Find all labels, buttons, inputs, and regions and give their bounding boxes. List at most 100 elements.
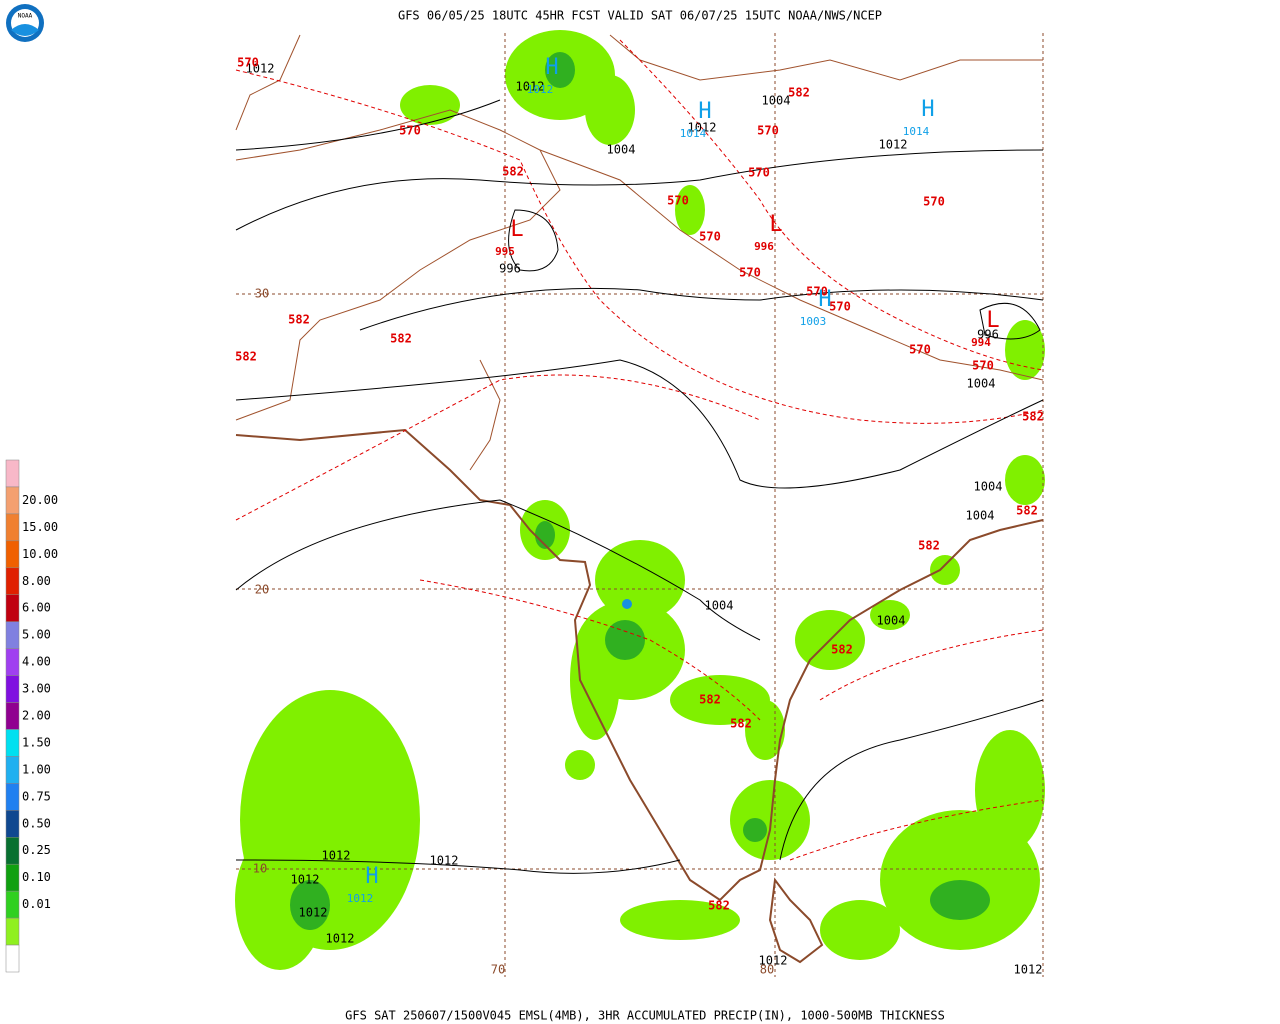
thickness-label: 570	[237, 56, 259, 70]
legend-swatch	[5, 837, 20, 865]
isobar-label: 1012	[516, 80, 545, 94]
thickness-label: 570	[667, 194, 689, 208]
thickness-label: 570	[699, 230, 721, 244]
isobar-label: 1012	[879, 138, 908, 152]
legend-swatch	[5, 702, 20, 730]
legend-swatch	[5, 567, 20, 595]
legend-label: 10.00	[22, 547, 58, 561]
center-pressure: 1014	[680, 127, 707, 140]
isobar-label: 1012	[326, 932, 355, 946]
low-center: L	[510, 217, 523, 242]
center-pressure: 1003	[800, 315, 827, 328]
legend-swatch	[5, 756, 20, 784]
thickness-label: 582	[918, 539, 940, 553]
lon-label: 70	[491, 963, 505, 977]
borders	[235, 34, 1044, 471]
thickness-contours	[235, 39, 1044, 861]
thickness-label: 582	[788, 86, 810, 100]
legend-label: 3.00	[22, 682, 51, 696]
thickness-label: 582	[235, 350, 257, 364]
lat-label: 20	[255, 583, 269, 597]
coastline	[235, 428, 1044, 964]
thickness-label: 582	[730, 717, 752, 731]
legend-swatch	[5, 917, 20, 946]
isobar-label: 1004	[877, 614, 906, 628]
legend-swatch	[5, 648, 20, 676]
isobar-label: 1004	[974, 480, 1003, 494]
legend-label: 0.25	[22, 843, 51, 857]
isobars	[235, 99, 1044, 874]
center-pressure: 996	[754, 240, 774, 253]
thickness-label: 582	[1016, 504, 1038, 518]
legend-swatch	[5, 783, 20, 811]
lat-label: 10	[253, 862, 267, 876]
isobar-label: 996	[499, 262, 521, 276]
thickness-label: 582	[708, 899, 730, 913]
legend-label: 5.00	[22, 628, 51, 642]
legend-label: 8.00	[22, 574, 51, 588]
high-center: H	[921, 97, 934, 122]
lon-label: 80	[760, 963, 774, 977]
isobar-label: 1012	[688, 121, 717, 135]
isobar-label: 1004	[762, 94, 791, 108]
legend-swatch	[5, 459, 20, 488]
thickness-label: 582	[1022, 410, 1044, 424]
legend-label: 6.00	[22, 601, 51, 615]
precip-heavy	[290, 52, 990, 930]
legend-label: 2.00	[22, 709, 51, 723]
legend-swatch	[5, 486, 20, 515]
legend-label: 4.00	[22, 655, 51, 669]
thickness-label: 570	[972, 359, 994, 373]
isobar-label: 1012	[246, 62, 275, 76]
logo: NOAA	[6, 4, 44, 42]
thickness-label: 570	[757, 124, 779, 138]
thickness-label: 570	[748, 166, 770, 180]
thickness-label: 570	[909, 343, 931, 357]
lat-label: 30	[255, 287, 269, 301]
isobar-label: 1012	[291, 873, 320, 887]
center-pressure: 995	[495, 245, 515, 258]
isobar-label: 996	[977, 328, 999, 342]
thickness-label: 570	[829, 300, 851, 314]
legend-swatch	[5, 944, 20, 973]
isobar-label: 1004	[607, 143, 636, 157]
thickness-label: 582	[390, 332, 412, 346]
isobar-label: 1004	[705, 599, 734, 613]
center-pressure: 994	[971, 336, 991, 349]
graticule	[236, 33, 1044, 977]
center-pressure: 1012	[527, 83, 554, 96]
isobar-label: 1012	[759, 954, 788, 968]
thickness-label: 570	[739, 266, 761, 280]
center-pressure: 1014	[903, 125, 930, 138]
legend-swatch	[5, 594, 20, 622]
low-center: L	[769, 212, 782, 237]
high-center: H	[545, 55, 558, 80]
legend-swatch	[5, 863, 20, 892]
legend-swatch	[5, 513, 20, 542]
isobar-label: 1012	[322, 849, 351, 863]
legend-swatch	[5, 621, 20, 649]
legend-label: 15.00	[22, 520, 58, 534]
isobar-label: 1004	[966, 509, 995, 523]
logo-text: NOAA	[18, 13, 33, 20]
isobar-label: 1012	[430, 854, 459, 868]
precip-max	[622, 599, 632, 609]
thickness-label: 582	[502, 165, 524, 179]
high-center: H	[818, 287, 831, 312]
thickness-label: 582	[699, 693, 721, 707]
thickness-label: 570	[806, 285, 828, 299]
isobar-label: 1012	[299, 906, 328, 920]
legend-swatch	[5, 810, 20, 838]
isobar-label: 1012	[1014, 963, 1043, 977]
precip	[235, 30, 1045, 970]
legend-swatch	[5, 890, 20, 919]
thickness-label: 570	[923, 195, 945, 209]
legend-label: 0.75	[22, 789, 51, 803]
center-pressure: 1012	[347, 892, 374, 905]
legend: 20.00 15.00 10.00 8.00 6.00 5.00 4.00 3.00 2.00 1…	[5, 459, 58, 973]
legend-swatch	[5, 540, 20, 569]
thickness-label: 582	[288, 313, 310, 327]
